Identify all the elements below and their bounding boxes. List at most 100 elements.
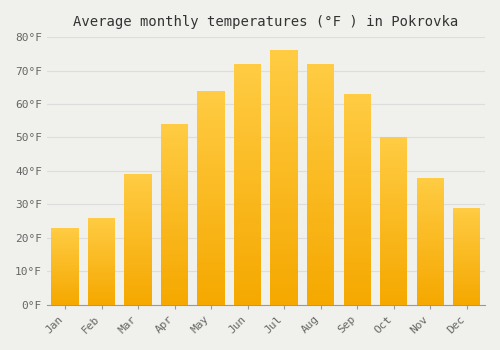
Bar [270, 91, 298, 96]
Bar [161, 250, 188, 254]
Bar [124, 234, 152, 237]
Bar [416, 256, 444, 259]
Bar [234, 223, 262, 228]
Bar [124, 226, 152, 229]
Bar [198, 219, 225, 223]
Bar [416, 236, 444, 238]
Bar [234, 64, 262, 69]
Bar [344, 166, 371, 170]
Bar [453, 262, 480, 264]
Bar [124, 211, 152, 213]
Bar [161, 294, 188, 298]
Bar [453, 250, 480, 252]
Bar [270, 173, 298, 177]
Bar [161, 254, 188, 258]
Bar [380, 184, 407, 188]
Bar [88, 289, 116, 290]
Bar [198, 279, 225, 283]
Bar [416, 208, 444, 211]
Bar [344, 233, 371, 237]
Bar [416, 201, 444, 203]
Bar [124, 281, 152, 284]
Bar [380, 141, 407, 144]
Bar [344, 199, 371, 203]
Bar [161, 222, 188, 225]
Bar [52, 228, 79, 229]
Bar [234, 242, 262, 247]
Bar [380, 188, 407, 191]
Bar [124, 182, 152, 184]
Bar [52, 277, 79, 279]
Bar [453, 225, 480, 227]
Bar [124, 268, 152, 271]
Bar [52, 237, 79, 238]
Bar [270, 188, 298, 193]
Bar [344, 292, 371, 296]
Bar [307, 213, 334, 218]
Bar [161, 265, 188, 268]
Bar [124, 255, 152, 258]
Bar [234, 290, 262, 295]
Bar [234, 184, 262, 189]
Bar [416, 246, 444, 249]
Bar [88, 263, 116, 265]
Bar [124, 224, 152, 226]
Bar [88, 235, 116, 237]
Bar [124, 252, 152, 255]
Bar [416, 221, 444, 223]
Bar [52, 231, 79, 232]
Bar [344, 128, 371, 132]
Bar [453, 303, 480, 304]
Bar [52, 252, 79, 254]
Bar [307, 122, 334, 126]
Bar [416, 211, 444, 213]
Bar [88, 303, 116, 304]
Bar [124, 198, 152, 200]
Bar [161, 261, 188, 265]
Bar [234, 261, 262, 266]
Bar [453, 299, 480, 301]
Bar [416, 233, 444, 236]
Bar [88, 261, 116, 263]
Bar [198, 236, 225, 240]
Bar [161, 189, 188, 192]
Bar [270, 56, 298, 61]
Bar [270, 152, 298, 157]
Bar [88, 252, 116, 254]
Bar [198, 292, 225, 296]
Bar [416, 282, 444, 284]
Bar [344, 246, 371, 250]
Bar [161, 225, 188, 229]
Bar [161, 171, 188, 175]
Bar [88, 254, 116, 256]
Bar [416, 294, 444, 297]
Bar [270, 198, 298, 203]
Bar [52, 303, 79, 304]
Bar [124, 286, 152, 289]
Bar [307, 93, 334, 98]
Bar [307, 300, 334, 304]
Bar [344, 279, 371, 284]
Bar [88, 242, 116, 244]
Bar [453, 278, 480, 279]
Bar [270, 294, 298, 300]
Bar [124, 216, 152, 218]
Bar [270, 66, 298, 71]
Bar [270, 238, 298, 244]
Bar [234, 180, 262, 184]
Bar [380, 138, 407, 141]
Bar [88, 270, 116, 272]
Bar [453, 260, 480, 262]
Bar [234, 194, 262, 199]
Bar [270, 289, 298, 294]
Bar [198, 150, 225, 155]
Bar [270, 177, 298, 183]
Bar [161, 268, 188, 272]
Bar [88, 223, 116, 225]
Title: Average monthly temperatures (°F ) in Pokrovka: Average monthly temperatures (°F ) in Po… [74, 15, 458, 29]
Bar [234, 203, 262, 208]
Bar [52, 251, 79, 252]
Bar [380, 154, 407, 158]
Bar [52, 292, 79, 294]
Bar [380, 171, 407, 174]
